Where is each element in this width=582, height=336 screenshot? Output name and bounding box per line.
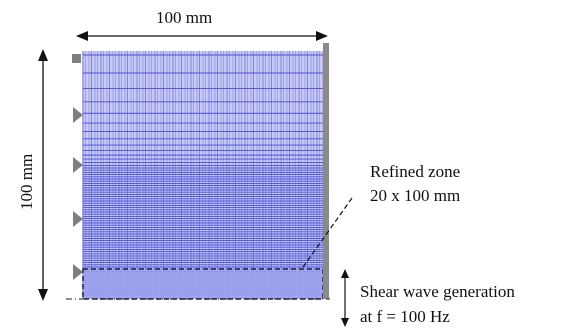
arrowhead-up-icon	[38, 49, 48, 61]
arrowhead-left-icon	[76, 31, 88, 41]
refined-zone-leader	[300, 197, 353, 271]
shear-wave-frequency-label: at f = 100 Hz	[360, 307, 450, 326]
arrowhead-down-icon	[38, 289, 48, 301]
square-anchor-icon	[72, 54, 81, 63]
width-dimension-label: 100 mm	[156, 8, 213, 27]
height-dimension-label: 100 mm	[17, 153, 36, 210]
triangle-roller-icon	[73, 107, 83, 123]
rigid-wall-icon	[323, 43, 329, 299]
triangle-roller-icon	[73, 157, 83, 173]
refined-zone-size-label: 20 x 100 mm	[370, 186, 461, 205]
triangle-roller-icon	[73, 264, 83, 280]
refined-zone-label: Refined zone	[370, 162, 461, 181]
triangle-roller-icon	[73, 211, 83, 227]
refined-zone-outline	[82, 268, 324, 300]
arrowhead-up-icon	[341, 269, 349, 278]
arrowhead-right-icon	[316, 31, 328, 41]
shear-wave-label: Shear wave generation	[360, 282, 515, 301]
refined-zone-fill	[83, 269, 323, 299]
arrowhead-down-icon	[341, 318, 349, 327]
